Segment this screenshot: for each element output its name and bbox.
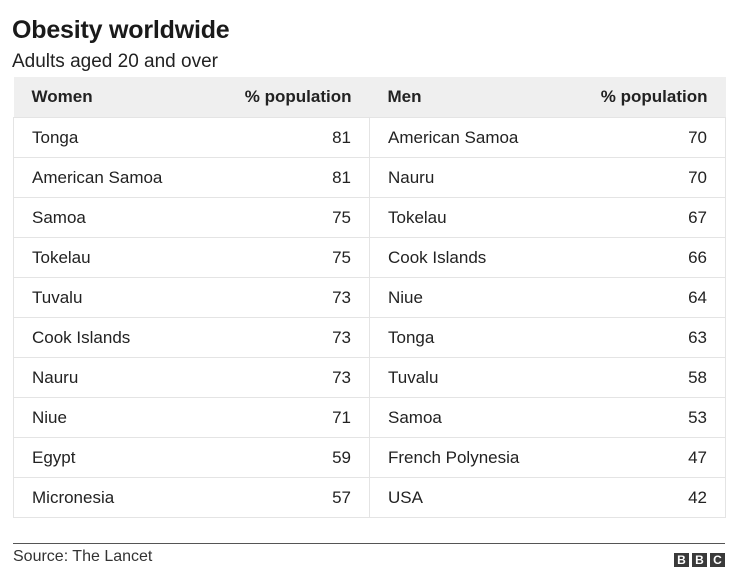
obesity-table: Women % population Men % population Tong…: [13, 77, 726, 518]
men-percent: 70: [546, 117, 726, 158]
footer-divider: [13, 543, 725, 544]
chart-title: Obesity worldwide: [12, 16, 230, 44]
women-country: Egypt: [13, 437, 191, 478]
table-row: Niue 71 Samoa 53: [13, 397, 726, 438]
men-country: Nauru: [369, 157, 547, 198]
men-percent: 67: [546, 197, 726, 238]
table-row: Micronesia 57 USA 42: [13, 477, 726, 518]
men-country: French Polynesia: [369, 437, 547, 478]
men-country: Tuvalu: [369, 357, 547, 398]
table-row: Tonga 81 American Samoa 70: [13, 117, 726, 158]
table-row: Egypt 59 French Polynesia 47: [13, 437, 726, 478]
table-row: Nauru 73 Tuvalu 58: [13, 357, 726, 398]
women-percent: 71: [190, 397, 370, 438]
women-country: Cook Islands: [13, 317, 191, 358]
women-percent: 75: [190, 197, 370, 238]
bbc-logo: B B C: [674, 553, 725, 567]
women-country: American Samoa: [13, 157, 191, 198]
men-percent: 63: [546, 317, 726, 358]
men-percent: 42: [546, 477, 726, 518]
logo-letter: B: [674, 553, 689, 567]
men-country: Samoa: [369, 397, 547, 438]
header-men: Men: [369, 77, 547, 118]
women-percent: 73: [190, 357, 370, 398]
men-percent: 70: [546, 157, 726, 198]
header-women-pct: % population: [190, 77, 370, 118]
table-body: Tonga 81 American Samoa 70 American Samoa 81 N…: [13, 117, 726, 518]
men-percent: 47: [546, 437, 726, 478]
women-percent: 81: [190, 157, 370, 198]
women-country: Micronesia: [13, 477, 191, 518]
table-row: Samoa 75 Tokelau 67: [13, 197, 726, 238]
men-percent: 58: [546, 357, 726, 398]
header-women: Women: [13, 77, 191, 118]
table-row: American Samoa 81 Nauru 70: [13, 157, 726, 198]
table-row: Tuvalu 73 Niue 64: [13, 277, 726, 318]
men-country: American Samoa: [369, 117, 547, 158]
women-percent: 75: [190, 237, 370, 278]
women-percent: 73: [190, 277, 370, 318]
women-country: Tokelau: [13, 237, 191, 278]
logo-letter: B: [692, 553, 707, 567]
men-percent: 53: [546, 397, 726, 438]
table-row: Cook Islands 73 Tonga 63: [13, 317, 726, 358]
women-percent: 73: [190, 317, 370, 358]
women-country: Tuvalu: [13, 277, 191, 318]
women-country: Samoa: [13, 197, 191, 238]
header-men-pct: % population: [546, 77, 726, 118]
table-row: Tokelau 75 Cook Islands 66: [13, 237, 726, 278]
table-header-row: Women % population Men % population: [13, 77, 726, 118]
men-country: Tokelau: [369, 197, 547, 238]
logo-letter: C: [710, 553, 725, 567]
women-country: Tonga: [13, 117, 191, 158]
men-percent: 66: [546, 237, 726, 278]
men-country: Niue: [369, 277, 547, 318]
men-country: Cook Islands: [369, 237, 547, 278]
men-country: Tonga: [369, 317, 547, 358]
source-note: Source: The Lancet: [13, 548, 153, 565]
women-percent: 57: [190, 477, 370, 518]
men-country: USA: [369, 477, 547, 518]
chart-subtitle: Adults aged 20 and over: [12, 51, 218, 72]
women-percent: 59: [190, 437, 370, 478]
women-country: Niue: [13, 397, 191, 438]
men-percent: 64: [546, 277, 726, 318]
women-percent: 81: [190, 117, 370, 158]
women-country: Nauru: [13, 357, 191, 398]
